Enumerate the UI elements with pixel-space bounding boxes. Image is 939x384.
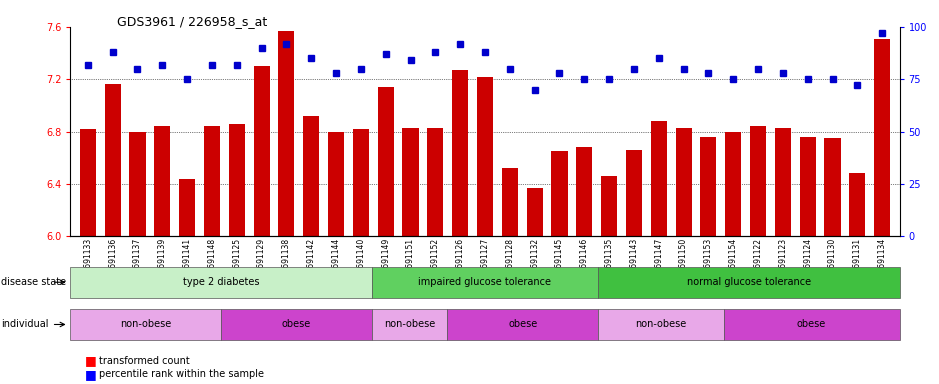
Bar — [477, 76, 493, 236]
Bar — [130, 132, 146, 236]
Bar — [675, 127, 692, 236]
Bar — [104, 84, 121, 236]
Bar — [800, 137, 816, 236]
Text: normal glucose tolerance: normal glucose tolerance — [686, 277, 811, 287]
Bar — [775, 127, 791, 236]
Bar — [725, 132, 741, 236]
Text: non-obese: non-obese — [636, 319, 686, 329]
Bar — [377, 87, 393, 236]
Text: type 2 diabetes: type 2 diabetes — [183, 277, 259, 287]
Text: ■: ■ — [85, 368, 97, 381]
Bar — [824, 138, 840, 236]
Bar — [353, 129, 369, 236]
Bar — [427, 127, 443, 236]
Bar — [577, 147, 593, 236]
Bar — [750, 126, 766, 236]
Bar — [303, 116, 319, 236]
Text: obese: obese — [797, 319, 826, 329]
Bar — [501, 168, 518, 236]
Text: impaired glucose tolerance: impaired glucose tolerance — [419, 277, 551, 287]
Text: GDS3961 / 226958_s_at: GDS3961 / 226958_s_at — [117, 15, 268, 28]
Bar — [452, 70, 469, 236]
Bar — [651, 121, 667, 236]
Text: obese: obese — [508, 319, 537, 329]
Bar — [700, 137, 716, 236]
Bar — [601, 176, 617, 236]
Text: transformed count: transformed count — [99, 356, 190, 366]
Bar — [278, 31, 295, 236]
Text: disease state: disease state — [1, 277, 66, 287]
Text: non-obese: non-obese — [120, 319, 172, 329]
Bar — [80, 129, 96, 236]
Bar — [626, 150, 642, 236]
Text: non-obese: non-obese — [384, 319, 436, 329]
Bar — [849, 174, 866, 236]
Bar — [328, 132, 344, 236]
Bar — [874, 39, 890, 236]
Bar — [527, 188, 543, 236]
Text: ■: ■ — [85, 354, 97, 367]
Text: obese: obese — [282, 319, 311, 329]
Bar — [551, 151, 567, 236]
Bar — [154, 126, 170, 236]
Bar — [204, 126, 220, 236]
Bar — [179, 179, 195, 236]
Text: percentile rank within the sample: percentile rank within the sample — [99, 369, 264, 379]
Bar — [229, 124, 245, 236]
Bar — [254, 66, 269, 236]
Bar — [403, 127, 419, 236]
Text: individual: individual — [1, 319, 49, 329]
